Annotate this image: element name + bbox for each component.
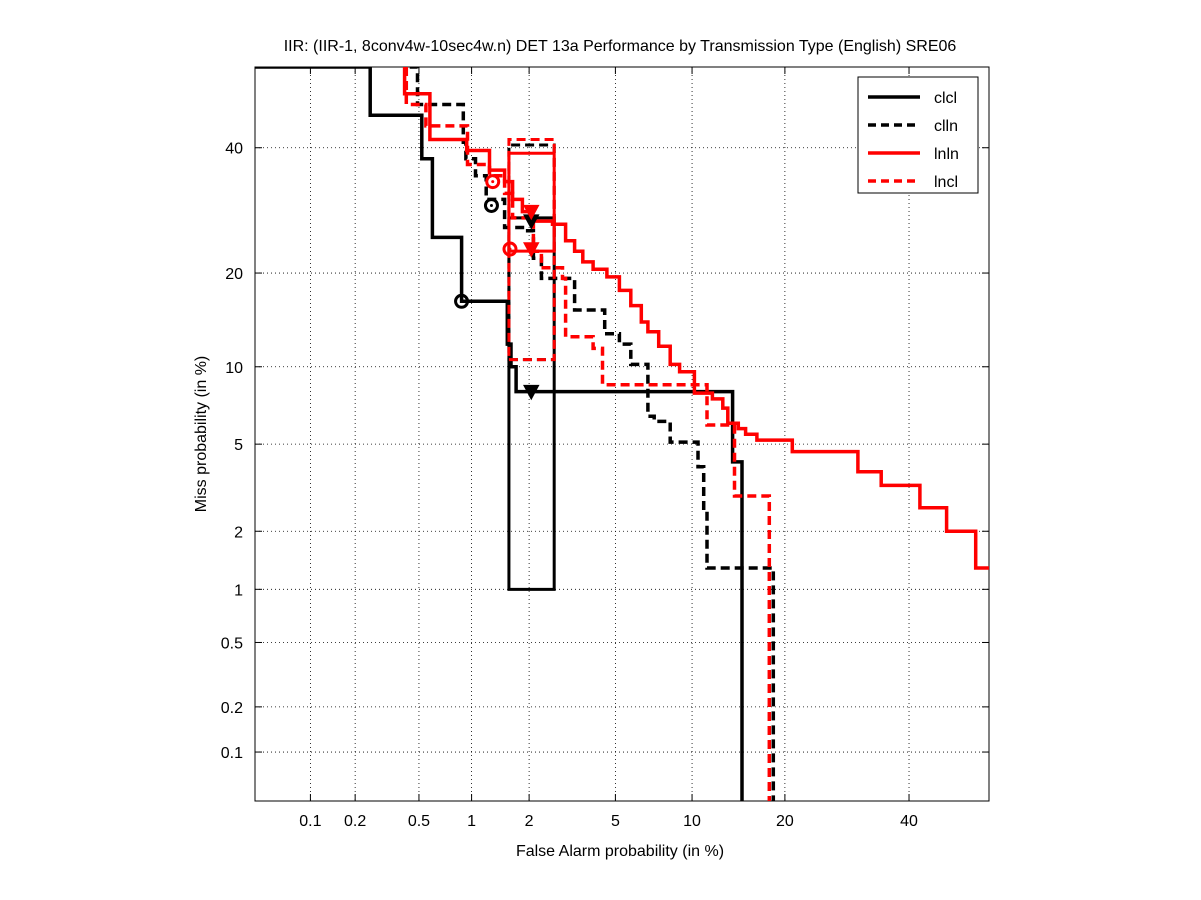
actual-dcf-triangle-lncl <box>523 242 540 258</box>
min-dcf-circle-dot-clln <box>489 203 493 207</box>
legend-box <box>857 76 979 194</box>
axes <box>254 66 990 802</box>
min-dcf-circle-clcl <box>454 293 470 309</box>
x-tick-label: 1 <box>467 813 476 830</box>
x-tick-label: 0.5 <box>408 813 430 830</box>
min-dcf-circle-lncl <box>485 174 501 190</box>
det-curve-lnln <box>402 67 989 570</box>
marker-layer <box>454 174 540 401</box>
legend-label-clcl: clcl <box>934 90 957 107</box>
x-tick-label: 5 <box>611 813 620 830</box>
x-tick-label: 10 <box>683 813 701 830</box>
x-tick-label: 20 <box>776 813 794 830</box>
confidence-box-lncl <box>507 138 556 362</box>
y-tick-label: 0.1 <box>221 745 243 762</box>
plot-frame <box>254 66 990 802</box>
actual-dcf-triangle-clcl <box>523 384 540 401</box>
y-tick-labels: 0.1 0.2 0.5 1 2 5 10 20 40 <box>221 141 243 762</box>
y-tick-label: 0.2 <box>221 700 243 717</box>
y-tick-label: 40 <box>225 141 243 158</box>
x-tick-label: 40 <box>900 813 918 830</box>
legend: clcl clln lnln lncl <box>857 76 979 194</box>
min-dcf-circle-lnln <box>502 241 518 257</box>
min-dcf-circle-dot-lnln <box>508 247 512 251</box>
series-layer <box>255 67 989 801</box>
y-tick-label: 0.5 <box>221 635 243 652</box>
y-tick-label: 2 <box>234 524 243 541</box>
x-tick-label: 2 <box>525 813 534 830</box>
det-curve-clln <box>409 67 776 801</box>
legend-label-lncl: lncl <box>934 174 958 191</box>
legend-label-clln: clln <box>934 118 958 135</box>
x-tick-label: 0.2 <box>344 813 366 830</box>
actual-dcf-triangle-lnln <box>523 204 540 221</box>
y-tick-label: 10 <box>225 360 243 377</box>
confidence-box-lnln <box>507 151 556 253</box>
legend-label-lnln: lnln <box>934 146 959 163</box>
x-tick-label: 0.1 <box>299 813 321 830</box>
det-curve-lncl <box>404 67 772 801</box>
det-curve-clcl <box>255 67 744 801</box>
y-tick-label: 20 <box>225 266 243 283</box>
x-tick-labels: 0.1 0.2 0.5 1 2 5 10 20 40 <box>299 813 918 830</box>
min-dcf-circle-clln <box>483 197 499 213</box>
confidence-box-clcl <box>507 216 556 591</box>
y-tick-label: 1 <box>234 582 243 599</box>
chart-title: IIR: (IIR-1, 8conv4w-10sec4w.n) DET 13a … <box>284 38 957 55</box>
x-axis-label: False Alarm probability (in %) <box>516 843 724 860</box>
min-dcf-circle-dot-lncl <box>491 180 495 184</box>
y-tick-label: 5 <box>234 437 243 454</box>
y-axis-label: Miss probability (in %) <box>193 356 210 512</box>
min-dcf-circle-dot-clcl <box>460 299 464 303</box>
